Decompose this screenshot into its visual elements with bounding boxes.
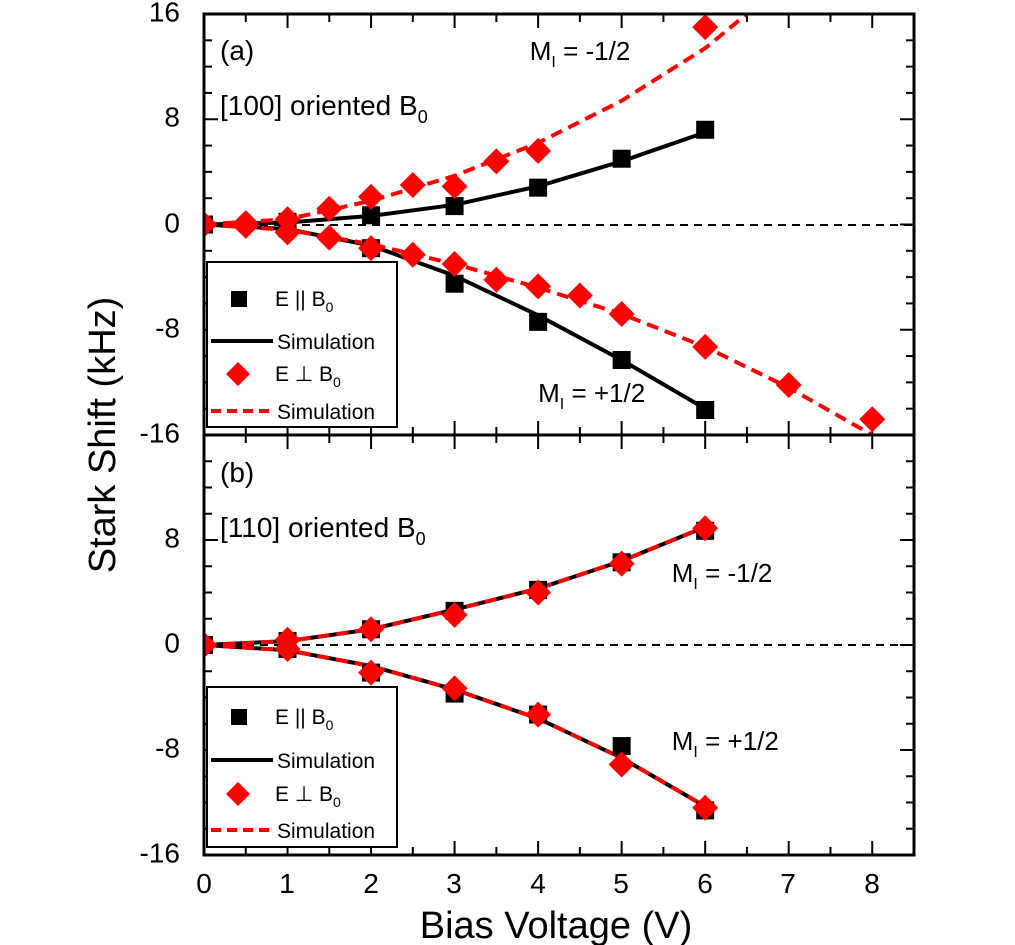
data-point-square	[612, 149, 631, 168]
data-point-diamond	[859, 406, 886, 433]
panel-b: -16 -8 0 8 0 1 2 3 4 5 6 7 8 (b) [110] o…	[140, 434, 914, 899]
data-point-diamond	[525, 137, 552, 164]
x-tick-label: 0	[196, 868, 212, 899]
y-tick-label: 0	[164, 627, 180, 658]
annotation-mi-plus-b: MI = +1/2	[672, 726, 779, 761]
y-tick-label: 0	[164, 207, 180, 238]
data-point-diamond	[399, 172, 426, 199]
plot-frame-b	[202, 433, 916, 857]
legend-square-marker	[231, 709, 247, 725]
legend-a: E || B0 Simulation E ⊥ B0 Simulation	[206, 261, 398, 428]
data-markers-a	[204, 14, 886, 433]
legend-entry-simulation-dash: Simulation	[277, 820, 375, 843]
x-tick-label: 8	[864, 868, 880, 899]
data-point-diamond	[441, 250, 468, 277]
x-tick-label: 6	[697, 868, 713, 899]
data-point-diamond	[525, 579, 552, 606]
x-axis-title: Bias Voltage (V)	[420, 905, 692, 945]
data-point-diamond	[399, 241, 426, 268]
data-point-diamond	[692, 14, 719, 41]
data-point-diamond	[525, 273, 552, 300]
data-point-diamond	[692, 515, 719, 542]
legend-entry-simulation-solid: Simulation	[277, 750, 375, 773]
data-point-diamond	[204, 632, 217, 658]
data-point-diamond	[441, 675, 468, 702]
x-tick-label: 1	[279, 868, 295, 899]
orientation-subscript: 0	[418, 107, 428, 127]
data-point-diamond	[441, 173, 468, 200]
data-point-diamond	[358, 183, 385, 210]
data-point-diamond	[692, 333, 719, 360]
x-tick-label: 4	[530, 868, 546, 899]
y-tick-label: 16	[149, 0, 180, 27]
orientation-text: [110] oriented B	[220, 512, 416, 543]
legend-entry-e-perpendicular: E ⊥ B0	[275, 783, 341, 810]
legend-entry-e-parallel: E || B0	[275, 706, 334, 733]
data-point-square	[696, 120, 715, 139]
data-point-square	[612, 737, 631, 756]
data-point-square	[612, 351, 631, 370]
annotation-mi-minus-a: MI = -1/2	[530, 36, 631, 71]
y-tick-label: -8	[155, 732, 180, 763]
y-tick-label: 8	[164, 101, 180, 132]
orientation-label-b: [110] oriented B0	[220, 512, 426, 549]
data-point-square	[696, 401, 715, 420]
annotation-mi-plus-a: MI = +1/2	[538, 378, 645, 413]
x-tick-label: 2	[363, 868, 379, 899]
y-tick-label: -8	[155, 312, 180, 343]
panel-label-a: (a)	[220, 35, 254, 66]
data-point-diamond	[525, 701, 552, 728]
data-point-diamond	[232, 212, 259, 239]
data-point-square	[445, 197, 464, 216]
legend-square-marker	[231, 291, 247, 307]
simulation-line-dashed	[204, 222, 874, 435]
legend-entry-e-parallel: E || B0	[275, 288, 334, 315]
legend-entry-e-perpendicular: E ⊥ B0	[275, 363, 341, 390]
data-point-diamond	[274, 206, 301, 233]
y-tick-label: -16	[140, 417, 180, 448]
legend-b: E || B0 Simulation E ⊥ B0 Simulation	[206, 686, 398, 848]
simulation-line-dashed	[204, 14, 749, 227]
legend-entry-simulation-solid: Simulation	[277, 331, 375, 354]
data-point-diamond	[608, 550, 635, 577]
y-tick-label: -16	[140, 837, 180, 868]
data-point-diamond	[608, 751, 635, 778]
orientation-text: [100] oriented B	[220, 90, 418, 121]
data-point-diamond	[358, 235, 385, 262]
data-point-diamond	[441, 601, 468, 628]
y-tick-label: 8	[164, 522, 180, 553]
panel-label-b: (b)	[220, 457, 254, 488]
data-point-diamond	[274, 635, 301, 662]
data-point-diamond	[358, 659, 385, 686]
data-markers-b	[204, 515, 719, 821]
y-axis-title: Stark Shift (kHz)	[82, 297, 124, 574]
panel-a: -16 -8 0 8 16 (a) [100] oriented B0 MI =…	[140, 0, 914, 448]
data-point-square	[529, 178, 548, 197]
legend-diamond-marker	[226, 782, 250, 806]
data-point-diamond	[358, 616, 385, 643]
x-tick-label: 5	[613, 868, 629, 899]
legend-diamond-marker	[226, 362, 250, 386]
data-point-diamond	[316, 224, 343, 251]
x-tick-label: 3	[446, 868, 462, 899]
data-point-diamond	[204, 211, 217, 238]
data-point-square	[529, 312, 548, 331]
x-tick-labels: 0 1 2 3 4 5 6 7 8	[196, 868, 880, 899]
data-point-diamond	[316, 195, 343, 222]
data-point-diamond	[566, 282, 593, 309]
data-point-square	[362, 206, 381, 225]
x-tick-label: 7	[780, 868, 796, 899]
annotation-mi-minus-b: MI = -1/2	[672, 558, 773, 593]
data-point-diamond	[775, 372, 802, 399]
data-point-diamond	[692, 794, 719, 821]
orientation-subscript: 0	[416, 529, 426, 549]
data-point-diamond	[274, 219, 301, 246]
data-point-diamond	[483, 266, 510, 293]
orientation-label-a: [100] oriented B0	[220, 90, 428, 127]
data-point-diamond	[608, 300, 635, 327]
legend-entry-simulation-dash: Simulation	[277, 401, 375, 424]
data-point-square	[445, 274, 464, 293]
data-point-diamond	[483, 148, 510, 175]
